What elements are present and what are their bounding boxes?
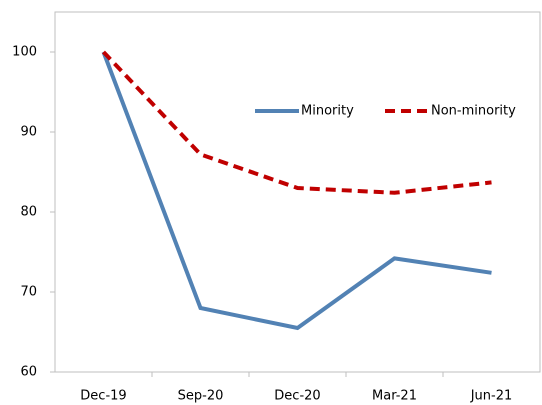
x-tick-label: Dec-19 [80,389,126,404]
y-tick-label: 80 [20,205,37,220]
x-tick-label: Jun-21 [470,389,513,404]
legend-label: Minority [301,104,354,119]
y-tick-label: 70 [20,285,37,300]
legend-label: Non-minority [431,104,516,119]
plot-area [54,11,541,373]
x-tick-label: Mar-21 [372,389,417,404]
y-tick-label: 60 [20,365,37,380]
x-tick-label: Dec-20 [274,389,320,404]
x-tick-label: Sep-20 [178,389,224,404]
y-tick-label: 100 [12,45,37,60]
y-tick-label: 90 [20,125,37,140]
series-line [102,50,492,195]
series-line [101,51,492,331]
